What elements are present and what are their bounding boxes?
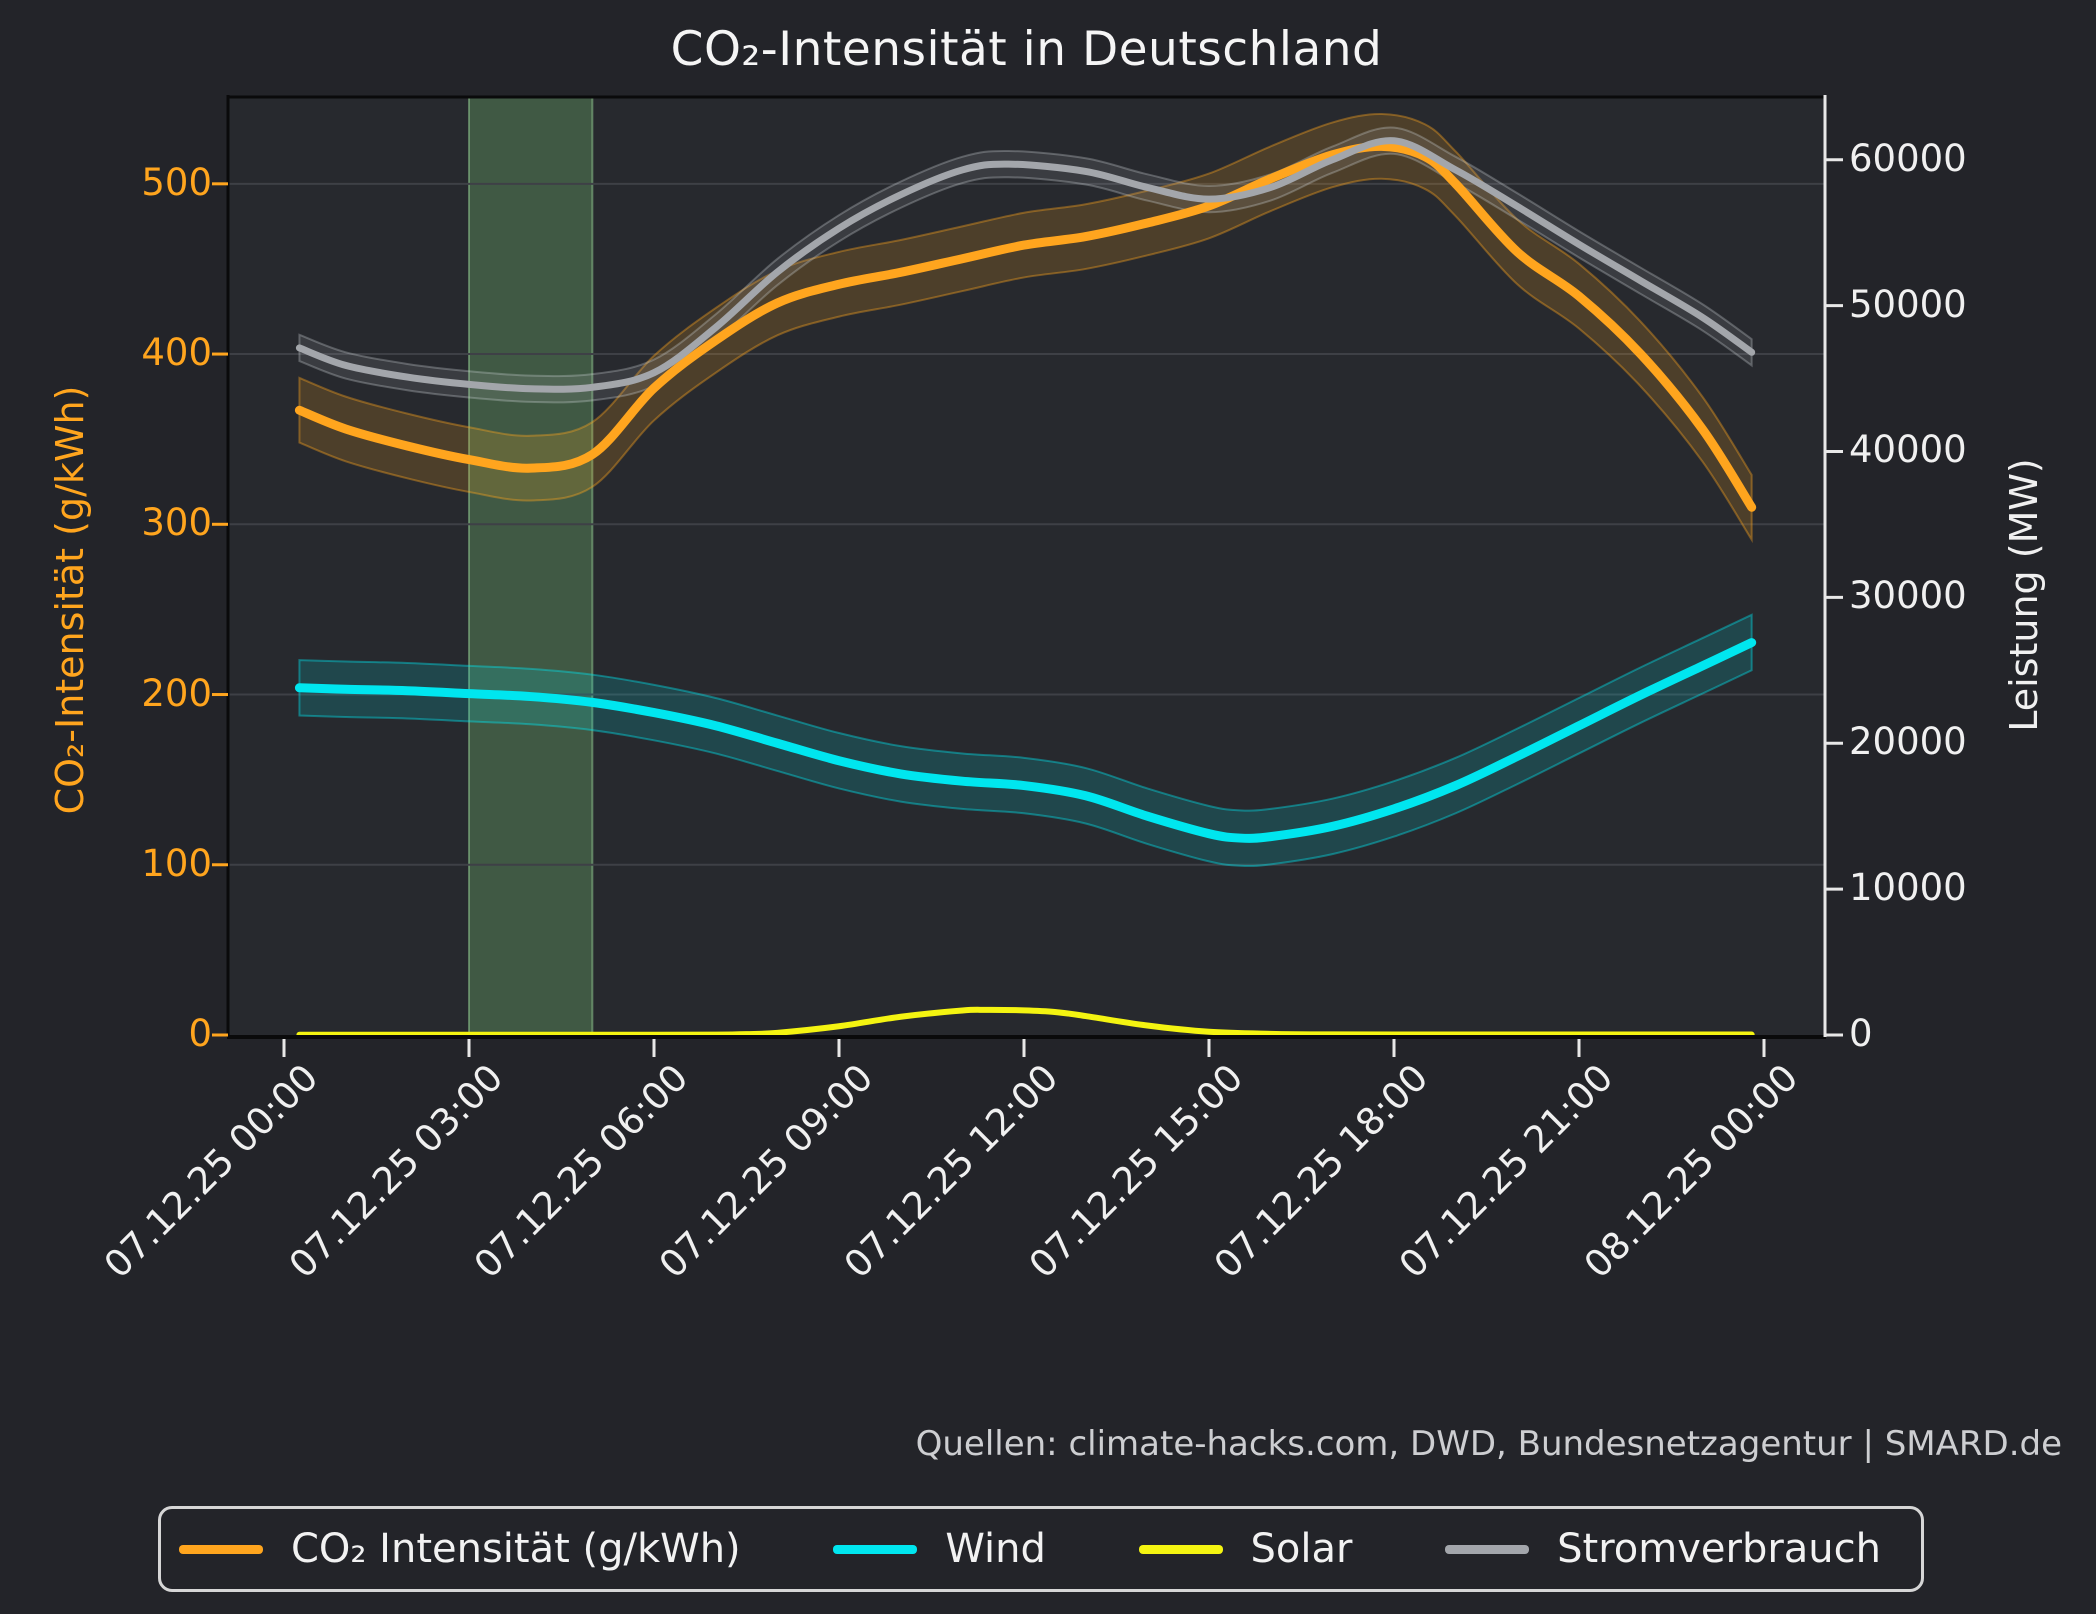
legend-item-wind: Wind xyxy=(833,1526,1046,1572)
stromverbrauch-line-swatch xyxy=(1445,1544,1530,1554)
highlight-region-green-window xyxy=(468,96,594,1036)
right-tick-label-10000: 10000 xyxy=(1849,866,1967,910)
stromverbrauch-line xyxy=(295,137,1756,393)
left-tick-label-300: 300 xyxy=(141,501,212,545)
co2-uncertainty-band xyxy=(298,113,1753,544)
right-axis-label: Leistung (MW) xyxy=(2002,458,2046,732)
left-tick-label-100: 100 xyxy=(141,841,212,885)
right-tick-label-60000: 60000 xyxy=(1849,136,1967,180)
legend-label-solar: Solar xyxy=(1250,1526,1353,1572)
legend-label-co2: CO₂ Intensität (g/kWh) xyxy=(291,1526,741,1572)
stromverbrauch-uncertainty-band xyxy=(298,126,1753,404)
legend-box: CO₂ Intensität (g/kWh) Wind Solar Stromv… xyxy=(158,1506,1924,1592)
chart-title: CO₂-Intensität in Deutschland xyxy=(670,22,1383,77)
left-axis-label: CO₂-Intensität (g/kWh) xyxy=(48,385,92,815)
wind-uncertainty-band xyxy=(298,613,1753,868)
wind-line-swatch xyxy=(833,1544,918,1554)
wind-line xyxy=(294,638,1757,843)
co2-line-swatch xyxy=(179,1544,263,1554)
solar-line xyxy=(296,1006,1755,1038)
left-tick-label-500: 500 xyxy=(141,160,212,204)
legend-item-stromverbrauch: Stromverbrauch xyxy=(1445,1526,1881,1572)
left-tick-label-400: 400 xyxy=(141,331,212,375)
legend-item-co2: CO₂ Intensität (g/kWh) xyxy=(179,1526,741,1572)
right-tick-label-40000: 40000 xyxy=(1849,428,1967,472)
legend-label-wind: Wind xyxy=(945,1526,1046,1572)
plot-area-background xyxy=(228,97,1825,1035)
right-tick-label-20000: 20000 xyxy=(1849,720,1967,764)
right-tick-label-0: 0 xyxy=(1849,1012,1873,1055)
legend-item-solar: Solar xyxy=(1138,1526,1353,1572)
left-tick-label-0: 0 xyxy=(188,1012,212,1055)
solar-line-swatch xyxy=(1138,1544,1223,1554)
left-tick-label-200: 200 xyxy=(141,671,212,715)
co2-line xyxy=(294,141,1757,512)
source-note: Quellen: climate-hacks.com, DWD, Bundesn… xyxy=(915,1424,2062,1464)
legend-label-stromverbrauch: Stromverbrauch xyxy=(1557,1526,1881,1572)
right-tick-label-50000: 50000 xyxy=(1849,282,1967,326)
right-tick-label-30000: 30000 xyxy=(1849,574,1967,618)
